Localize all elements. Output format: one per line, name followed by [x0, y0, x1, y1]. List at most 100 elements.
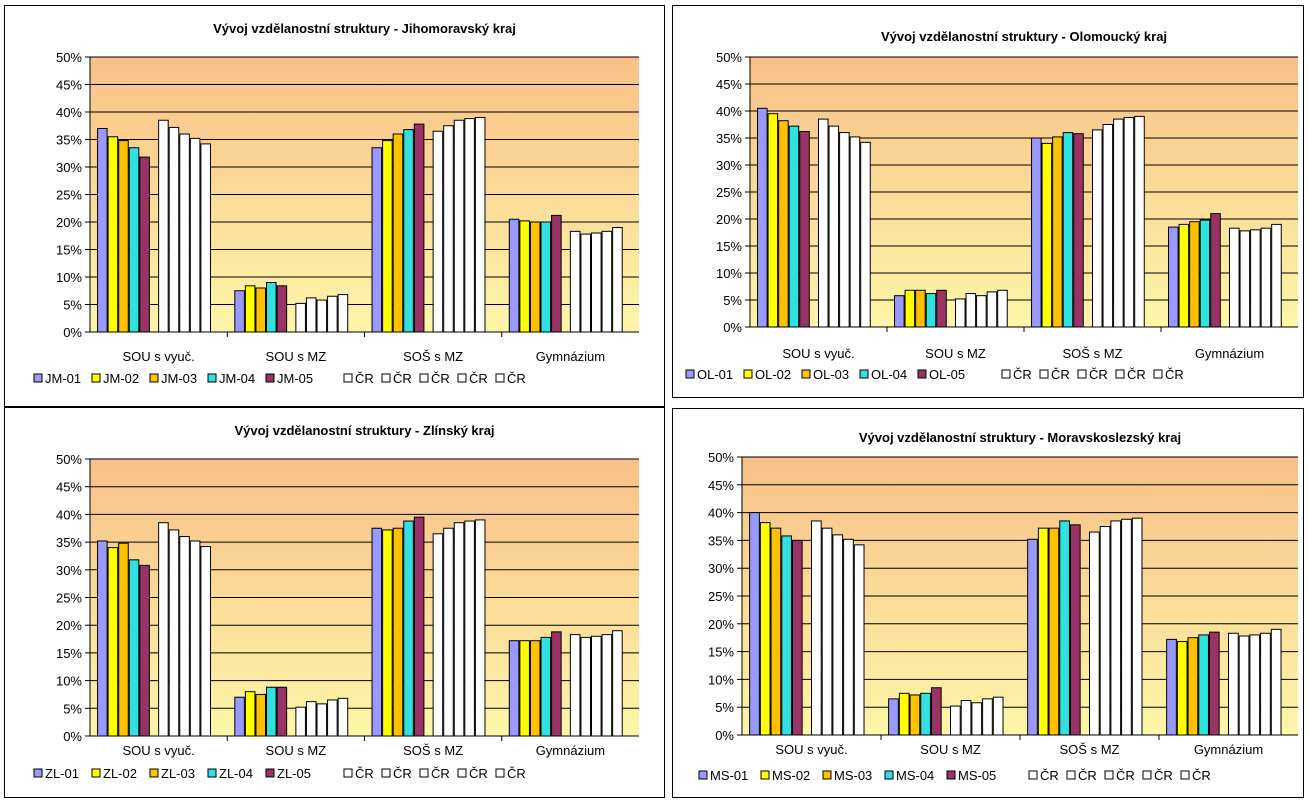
bar-ol-01: [1168, 226, 1179, 328]
x-category-label: SOU s vyuč.: [782, 346, 854, 361]
bar-jm-04: [403, 129, 414, 333]
chart-title: Vývoj vzdělanostní struktury - Zlínský k…: [234, 423, 494, 438]
bar-cr: [1089, 531, 1100, 736]
bar-cr: [189, 540, 201, 737]
bar-jm-03: [118, 140, 129, 333]
legend-label: ČR: [393, 766, 412, 781]
legend-swatch: [946, 770, 956, 780]
y-tick-label: 50%: [56, 50, 82, 65]
bar-jm-05: [551, 214, 562, 333]
legend-swatch: [419, 768, 429, 778]
bar-ol-05: [1210, 213, 1221, 328]
bar-cr: [158, 522, 169, 737]
bar-cr: [327, 295, 338, 333]
bar-cr: [832, 534, 844, 736]
bar-zl-01: [97, 540, 108, 737]
bar-cr: [295, 302, 306, 333]
legend-label: ČR: [431, 766, 450, 781]
chart-title: Vývoj vzdělanostní struktury - Jihomorav…: [213, 21, 516, 36]
bar-ol-04: [1199, 219, 1211, 328]
bar-jm-03: [529, 221, 541, 333]
chart-svg: Vývoj vzdělanostní struktury - Olomoucký…: [672, 5, 1304, 398]
bar-cr: [443, 125, 454, 333]
legend-swatch: [495, 768, 505, 778]
legend-label: JM-01: [45, 371, 81, 386]
legend-swatch: [381, 768, 391, 778]
x-category-label: SOŠ s MZ: [403, 743, 463, 758]
bar-ms-02: [1037, 527, 1049, 736]
bar-zl-05: [276, 686, 288, 737]
legend-label: ČR: [431, 371, 450, 386]
bar-cr: [811, 520, 822, 736]
y-tick-label: 25%: [716, 185, 742, 200]
bar-cr: [849, 136, 861, 328]
bar-cr: [1099, 526, 1111, 736]
y-tick-label: 15%: [708, 645, 734, 660]
bar-cr: [992, 696, 1004, 736]
bar-cr: [612, 227, 623, 333]
bar-cr: [591, 635, 602, 737]
bar-cr: [443, 527, 454, 737]
bar-zl-03: [118, 542, 129, 737]
bar-cr: [1238, 635, 1250, 736]
bar-ms-02: [1176, 641, 1188, 736]
bar-cr: [1271, 223, 1282, 328]
y-tick-label: 15%: [716, 239, 742, 254]
bar-jm-02: [107, 136, 119, 333]
chart-title: Vývoj vzdělanostní struktury - Olomoucký…: [881, 29, 1167, 44]
legend-swatch: [1153, 369, 1163, 379]
y-tick-label: 10%: [716, 266, 742, 281]
y-tick-label: 15%: [56, 243, 82, 258]
bar-zl-05: [139, 564, 150, 737]
legend-swatch: [760, 770, 770, 780]
y-tick-label: 30%: [716, 158, 742, 173]
legend-swatch: [33, 373, 43, 383]
bar-ms-04: [1198, 634, 1209, 736]
bar-cr: [950, 705, 961, 736]
x-category-label: Gymnázium: [536, 743, 605, 758]
y-tick-label: 5%: [723, 293, 742, 308]
bar-jm-04: [540, 221, 552, 333]
legend-label: ČR: [1078, 768, 1097, 783]
legend-label: OL-04: [871, 367, 907, 382]
y-tick-label: 20%: [56, 618, 82, 633]
bar-jm-05: [276, 285, 288, 333]
y-tick-label: 20%: [56, 215, 82, 230]
bar-cr: [982, 698, 993, 736]
legend-swatch: [33, 768, 43, 778]
y-tick-label: 40%: [716, 104, 742, 119]
legend-swatch: [1180, 770, 1190, 780]
bar-cr: [1229, 227, 1240, 328]
legend-swatch: [801, 369, 811, 379]
bar-cr: [337, 697, 349, 737]
legend-label: JM-02: [103, 371, 139, 386]
legend-swatch: [743, 369, 753, 379]
bar-zl-03: [255, 693, 267, 737]
chart-svg: Vývoj vzdělanostní struktury - Zlínský k…: [4, 407, 665, 798]
y-tick-label: 30%: [708, 561, 734, 576]
bar-cr: [316, 703, 328, 737]
bar-cr: [179, 133, 190, 333]
chart-zlinsky: Vývoj vzdělanostní struktury - Zlínský k…: [4, 407, 665, 798]
bar-cr: [295, 706, 306, 737]
bar-cr: [1239, 230, 1251, 328]
bar-zl-02: [519, 640, 530, 737]
y-tick-label: 15%: [56, 646, 82, 661]
bar-ol-02: [1178, 223, 1190, 328]
bar-cr: [1260, 227, 1272, 328]
legend-swatch: [1115, 369, 1125, 379]
x-category-label: SOŠ s MZ: [403, 349, 463, 364]
bar-cr: [1113, 118, 1124, 328]
legend-swatch: [859, 369, 869, 379]
bar-ol-03: [778, 120, 789, 328]
legend-swatch: [343, 768, 353, 778]
bar-cr: [474, 117, 486, 333]
bar-cr: [168, 126, 180, 333]
bar-ms-01: [1027, 538, 1038, 736]
y-tick-label: 25%: [708, 589, 734, 604]
bar-cr: [432, 130, 444, 333]
bar-zl-03: [392, 527, 404, 737]
x-category-label: SOU s MZ: [266, 349, 327, 364]
bar-ms-04: [920, 692, 931, 736]
legend-swatch: [1077, 369, 1087, 379]
